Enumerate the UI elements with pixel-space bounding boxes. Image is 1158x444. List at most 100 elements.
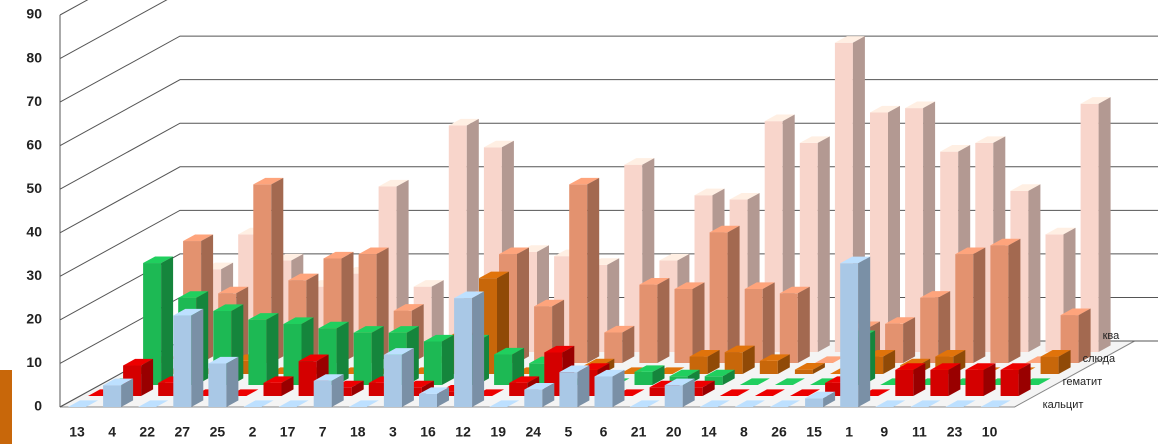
bar-top <box>143 256 174 264</box>
bar-top <box>834 36 865 43</box>
grid-line <box>59 0 168 59</box>
bar-side <box>742 345 755 374</box>
bar-side <box>762 282 775 363</box>
bar-top <box>524 382 555 390</box>
bar-front <box>709 232 728 363</box>
bar-top <box>975 136 1006 143</box>
bar <box>805 391 836 407</box>
bar-side <box>1018 363 1031 396</box>
bar <box>594 369 625 407</box>
bar <box>704 369 735 385</box>
bar <box>348 400 379 407</box>
bar-top <box>358 247 389 255</box>
bar-side <box>652 365 665 385</box>
y-tick-label: 40 <box>26 223 42 239</box>
bar-side <box>441 334 454 385</box>
bar-front <box>779 293 798 363</box>
bar-top <box>103 378 134 386</box>
x-tick-label: 21 <box>631 424 647 440</box>
x-tick-label: 16 <box>420 424 436 440</box>
bar-top <box>348 400 379 407</box>
bar-top <box>694 188 725 196</box>
bar-front <box>509 382 528 396</box>
bar <box>569 177 600 363</box>
bar-front <box>594 376 613 407</box>
bar-front <box>173 315 192 407</box>
bar-side <box>351 380 364 396</box>
bar-side <box>577 365 590 407</box>
bar <box>870 105 900 352</box>
edge-strip <box>0 370 12 444</box>
bar-side <box>823 391 836 407</box>
bar-top <box>790 389 820 396</box>
bar-top <box>353 326 384 333</box>
bar-top <box>794 363 825 370</box>
bar-front <box>624 164 643 352</box>
bar-top <box>639 278 670 285</box>
bar-side <box>913 363 926 396</box>
bar-side <box>657 278 670 363</box>
bar-front <box>103 385 122 407</box>
bar-top <box>1000 363 1031 370</box>
bar <box>739 378 770 385</box>
bar-front <box>840 263 859 407</box>
bar-side <box>682 378 695 407</box>
bar-front <box>263 382 282 396</box>
bar <box>524 382 555 407</box>
bar-front <box>704 376 723 385</box>
bar-top <box>1040 349 1071 357</box>
bar-top <box>1060 308 1091 316</box>
bar-front <box>965 369 984 396</box>
bar-top <box>634 365 665 372</box>
bar <box>770 400 800 407</box>
bar-front <box>664 385 683 407</box>
bar-side <box>702 380 715 396</box>
bar-side <box>1008 238 1021 363</box>
bar-top <box>378 179 409 187</box>
bar-front <box>639 284 658 363</box>
bar-top <box>659 253 690 261</box>
bar <box>689 349 720 374</box>
bar <box>1080 97 1111 352</box>
bar-side <box>883 349 896 374</box>
bar <box>423 334 454 385</box>
x-tick-label: 6 <box>600 424 608 440</box>
bar-top <box>419 387 449 394</box>
bar-front <box>805 398 824 407</box>
bar-top <box>729 192 760 200</box>
bar-top <box>323 251 354 259</box>
bar-top <box>739 378 770 385</box>
bar-top <box>423 334 454 342</box>
bar-top <box>383 348 414 355</box>
bar-front <box>759 360 778 374</box>
bar-top <box>779 286 810 294</box>
y-tick-label: 10 <box>26 354 42 370</box>
bar-top <box>544 345 575 353</box>
x-tick-label: 14 <box>701 424 717 440</box>
bar-top <box>483 140 514 148</box>
grid-line <box>59 209 1158 277</box>
bar <box>814 356 845 363</box>
bar-side <box>191 308 204 407</box>
bar-top <box>489 400 520 407</box>
bar-front <box>724 352 743 374</box>
bar-front <box>1040 356 1059 374</box>
bar-top <box>388 326 419 333</box>
bar-top <box>499 247 529 255</box>
bar-top <box>870 105 900 113</box>
y-tick-label: 90 <box>26 6 42 22</box>
x-tick-label: 24 <box>526 424 542 440</box>
bar-side <box>371 326 384 385</box>
bar-top <box>920 291 951 298</box>
bar-top <box>674 282 705 289</box>
bar-top <box>744 282 775 289</box>
x-tick-label: 27 <box>175 424 191 440</box>
bar-top <box>699 400 730 407</box>
bar-top <box>945 400 976 407</box>
bar <box>489 400 520 407</box>
bar <box>559 365 590 407</box>
bar <box>965 363 996 396</box>
bar-top <box>313 374 344 381</box>
bar <box>945 400 976 407</box>
